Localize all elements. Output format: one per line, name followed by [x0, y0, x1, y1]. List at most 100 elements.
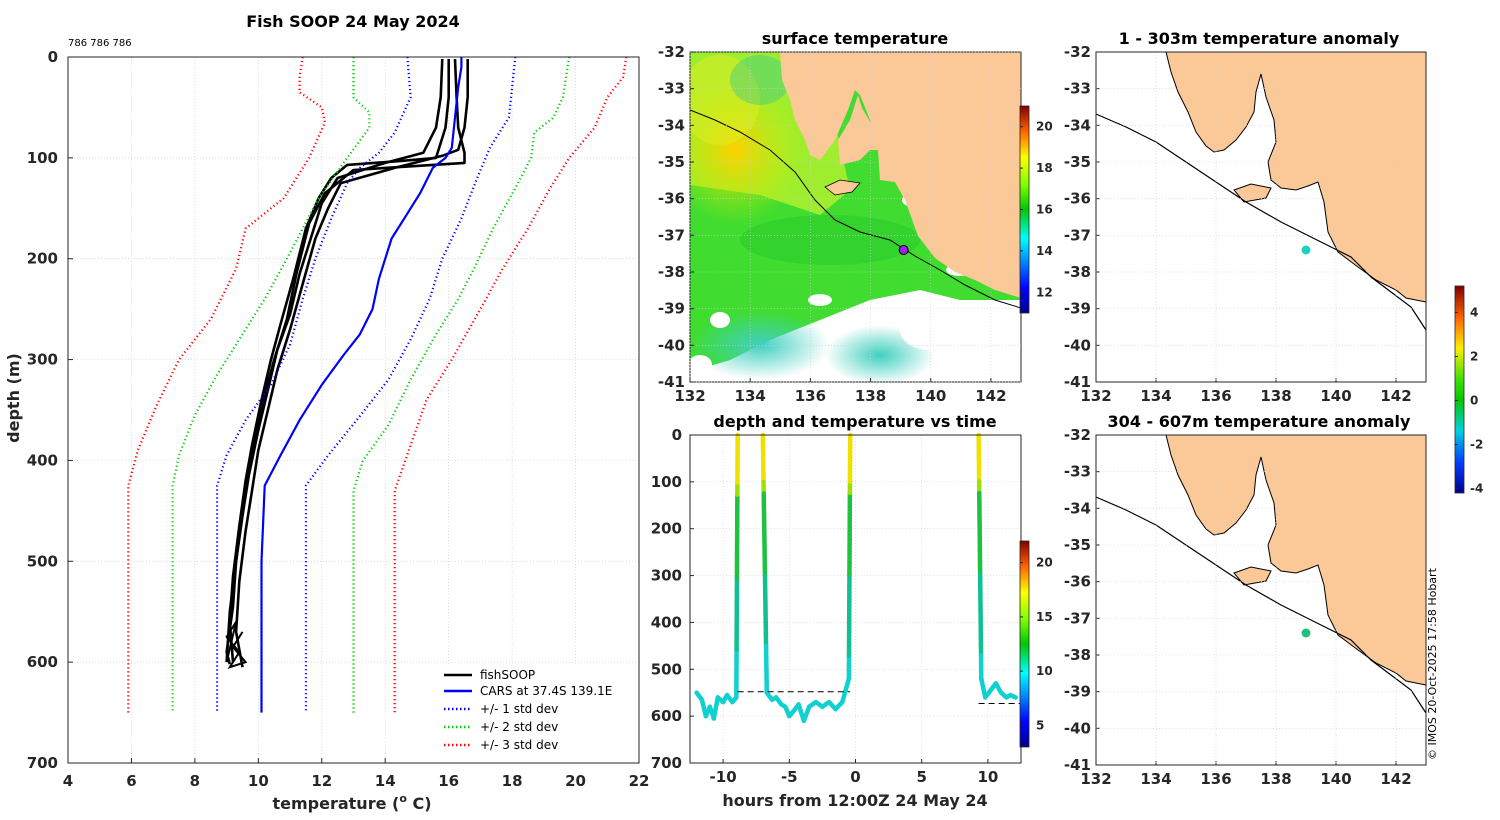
y-tick-label: 600 [651, 707, 682, 725]
y-tick-label: -41 [1064, 756, 1091, 774]
y-tick-label: 400 [651, 613, 682, 631]
x-tick-label: 134 [735, 387, 766, 405]
y-tick-label: 100 [651, 473, 682, 491]
y-tick-label: -39 [658, 300, 685, 318]
y-tick-label: -32 [658, 43, 685, 61]
colorbar-tick-label: 12 [1036, 285, 1053, 299]
y-tick-label: -37 [1064, 609, 1091, 627]
series-cars [260, 57, 463, 713]
y-tick-label: -35 [658, 153, 685, 171]
y-tick-label: 300 [651, 567, 682, 585]
sst-title: surface temperature [762, 29, 949, 48]
colorbar-tick-label: 15 [1036, 610, 1053, 624]
y-tick-label: -34 [1064, 499, 1091, 517]
anomaly-upper-panel: 1 - 303m temperature anomaly 132 134 136 13… [1064, 29, 1427, 405]
y-tick-label: -32 [1064, 426, 1091, 444]
sst-map-panel: surface temperature [658, 29, 1053, 405]
y-tick-label: -35 [1064, 536, 1091, 554]
y-tick-label: -38 [1064, 263, 1091, 281]
series-sd3-right [393, 56, 628, 713]
anomaly-colorbar [1454, 285, 1465, 494]
profile-annotation: 786 786 786 [68, 38, 132, 49]
y-tick-label: -34 [1064, 116, 1091, 134]
colorbar-tick-label: 20 [1036, 556, 1053, 570]
x-tick-label: -5 [781, 768, 798, 786]
y-tick-label: 600 [27, 653, 58, 671]
y-tick-label: -40 [658, 336, 685, 354]
y-tick-label: -36 [1064, 573, 1091, 591]
y-tick-label: 200 [27, 250, 58, 268]
sst-ticks: 132 134 136 138 140 142 -32 -33 -34 -35 -36 -37 -38 -… [658, 43, 1021, 405]
anomaly-lower-ticks: 132 134 136 138 140 142 -32 -33 -34 -35 -36 -37 -38 -… [1064, 426, 1412, 788]
y-tick-label: 200 [651, 520, 682, 538]
series-sd3-left [127, 56, 326, 713]
profile-yticks: 0 100 200 300 400 500 600 700 [27, 48, 73, 772]
series-sd1-left [216, 56, 412, 713]
colorbar-tick-label: 18 [1036, 161, 1053, 175]
sst-colorbar-ticks: 12 14 16 18 20 [1020, 120, 1053, 299]
x-tick-label: 134 [1140, 770, 1171, 788]
y-tick-label: 400 [27, 451, 58, 469]
y-tick-label: -41 [1064, 373, 1091, 391]
x-tick-label: 18 [502, 772, 523, 790]
y-tick-label: 100 [27, 149, 58, 167]
x-tick-label: 140 [915, 387, 946, 405]
colorbar-tick-label: 10 [1036, 664, 1053, 678]
colorbar-tick-label: 20 [1036, 120, 1053, 134]
anomaly-lower-marker [1301, 628, 1311, 638]
profile-xticks: 4 6 8 10 12 14 16 18 20 22 [63, 758, 650, 790]
colorbar-tick-label: 4 [1470, 305, 1478, 319]
x-tick-label: 142 [1380, 387, 1411, 405]
x-tick-label: 16 [438, 772, 459, 790]
y-tick-label: -36 [658, 190, 685, 208]
legend-item: CARS at 37.4S 139.1E [480, 684, 612, 698]
x-tick-label: 132 [1080, 770, 1111, 788]
x-tick-label: 138 [1260, 770, 1291, 788]
anomaly-lower-panel: 304 - 607m temperature anomaly 132 134 136… [1064, 412, 1427, 788]
x-tick-label: 5 [916, 768, 926, 786]
map-frame [1095, 434, 1427, 766]
y-tick-label: -38 [658, 263, 685, 281]
x-tick-label: 4 [63, 772, 73, 790]
legend-item: +/- 3 std dev [480, 738, 558, 752]
anomaly-lower-title: 304 - 607m temperature anomaly [1108, 412, 1411, 431]
y-tick-label: -39 [1064, 300, 1091, 318]
y-tick-label: -34 [658, 116, 685, 134]
shelf-contour [1095, 496, 1427, 714]
y-tick-label: -39 [1064, 683, 1091, 701]
colorbar-tick-label: 2 [1470, 349, 1478, 363]
x-tick-label: 10 [977, 768, 998, 786]
x-tick-label: 12 [311, 772, 332, 790]
series-sd2-left [171, 57, 371, 713]
legend-item: +/- 1 std dev [480, 702, 558, 716]
anomaly-upper-ticks: 132 134 136 138 140 142 -32 -33 -34 -35 -36 -37 -38 -… [1064, 43, 1412, 405]
profile-series [127, 56, 628, 713]
depth-trace-segment [1008, 692, 1018, 700]
anomaly-colorbar-ticks: -4 -2 0 2 4 [1455, 305, 1483, 496]
y-tick-label: -40 [1064, 336, 1091, 354]
y-tick-label: 700 [27, 754, 58, 772]
depth-time-colorbar-ticks: 5 10 15 20 [1020, 556, 1053, 732]
x-tick-label: 8 [190, 772, 200, 790]
x-tick-label: 134 [1140, 387, 1171, 405]
y-tick-label: 0 [672, 426, 682, 444]
x-tick-label: 136 [1200, 770, 1231, 788]
series-fish4 [234, 59, 469, 668]
depth-time-xlabel: hours from 12:00Z 24 May 24 [722, 791, 987, 810]
y-tick-label: 0 [48, 48, 58, 66]
profile-grid [68, 57, 639, 763]
anomaly-upper-title: 1 - 303m temperature anomaly [1119, 29, 1400, 48]
y-tick-label: -33 [1064, 463, 1091, 481]
depth-time-panel: depth and temperature vs time -10 -5 0 5 100… [651, 412, 1053, 810]
map-frame [1095, 51, 1427, 383]
x-tick-label: -10 [710, 768, 737, 786]
y-tick-label: -40 [1064, 719, 1091, 737]
depth-time-title: depth and temperature vs time [713, 412, 996, 431]
x-tick-label: 22 [629, 772, 650, 790]
x-tick-label: 138 [1260, 387, 1291, 405]
sst-field [690, 52, 1021, 382]
x-tick-label: 132 [674, 387, 705, 405]
colorbar-tick-label: -2 [1470, 438, 1483, 452]
x-tick-label: 136 [795, 387, 826, 405]
